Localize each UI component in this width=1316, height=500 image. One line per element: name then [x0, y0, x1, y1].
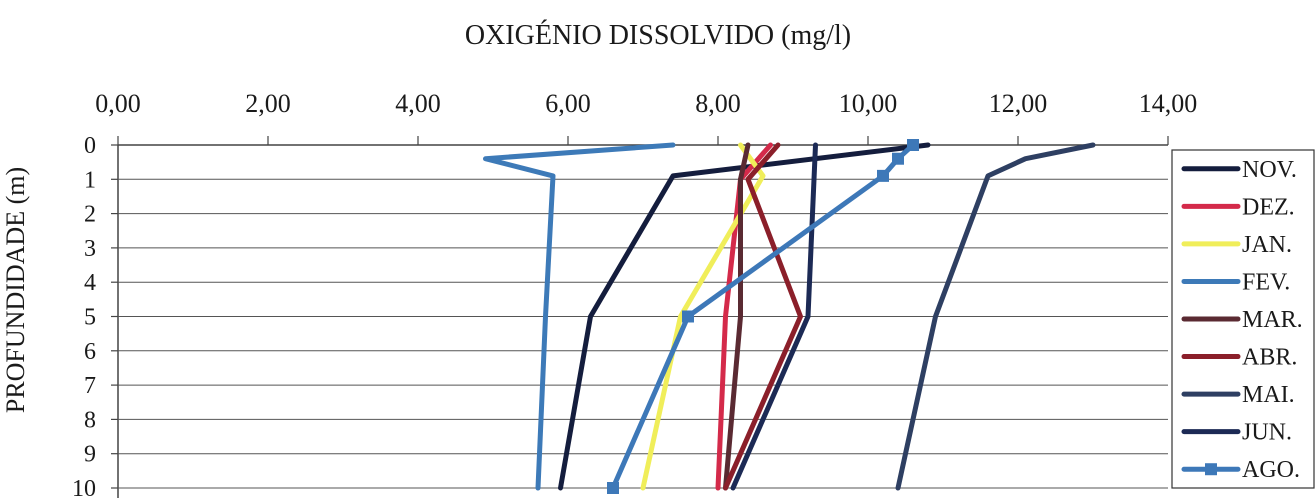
series-line-fev [483, 142, 676, 491]
series-line-jan [640, 142, 766, 491]
y-tick-label: 10 [72, 476, 96, 500]
x-tick-label: 10,00 [839, 89, 898, 118]
legend-label-ago: AGO. [1242, 457, 1300, 483]
x-tick-label: 8,00 [695, 89, 741, 118]
legend-label-mar: MAR. [1242, 307, 1303, 333]
legend-label-dez: DEZ. [1242, 194, 1295, 220]
series-line-abr [723, 142, 803, 491]
series-line-mar [723, 142, 751, 491]
x-tick-label: 4,00 [395, 89, 441, 118]
x-tick-label: 14,00 [1139, 89, 1198, 118]
legend-label-fev: FEV. [1242, 269, 1290, 295]
data-point-ago [607, 482, 619, 494]
legend-label-nov: NOV. [1242, 157, 1297, 183]
legend-label-jan: JAN. [1242, 232, 1292, 258]
legend-label-jun: JUN. [1242, 420, 1292, 446]
y-tick-label: 6 [84, 339, 96, 365]
data-series [483, 139, 1096, 494]
y-tick-label: 8 [84, 407, 96, 433]
x-tick-label: 6,00 [545, 89, 591, 118]
x-tick-label: 0,00 [95, 89, 141, 118]
y-tick-label: 7 [84, 373, 96, 399]
series-line-jun [730, 142, 818, 491]
data-point-ago [892, 152, 904, 165]
legend-marker-ago [1205, 463, 1217, 476]
y-tick-label: 3 [84, 236, 96, 262]
legend-label-abr: ABR. [1242, 345, 1297, 371]
y-tick-label: 9 [84, 442, 96, 468]
grid-lines [117, 144, 1168, 498]
x-tick-label: 12,00 [989, 89, 1048, 118]
data-point-ago [877, 169, 889, 182]
legend: NOV. DEZ. JAN. FEV. MAR. ABR. MAI. JUN. AGO. [1171, 149, 1315, 489]
y-axis-label: PROFUNDIDADE (m) [1, 167, 30, 413]
series-line-nov [558, 142, 931, 491]
chart-title: OXIGÉNIO DISSOLVIDO (mg/l) [465, 20, 851, 51]
y-tick-label: 2 [84, 202, 96, 228]
axis-ticks: 0,00 2,00 4,00 6,00 8,00 10,00 12,00 14,00 0 1 2 3 4… [72, 89, 1197, 500]
series-line-mai [895, 142, 1096, 491]
y-tick-label: 5 [84, 305, 96, 331]
data-point-ago [907, 139, 919, 151]
y-tick-label: 4 [84, 270, 96, 296]
legend-label-mai: MAI. [1242, 382, 1295, 408]
x-tick-label: 2,00 [245, 89, 291, 118]
y-tick-label: 0 [84, 133, 96, 159]
data-point-ago [682, 310, 694, 323]
y-tick-label: 1 [84, 167, 96, 193]
